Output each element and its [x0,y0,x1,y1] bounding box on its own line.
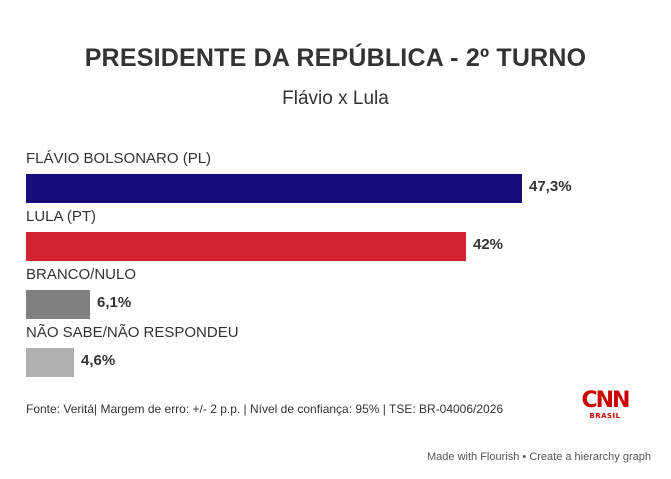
chart-subtitle: Flávio x Lula [282,88,389,109]
category-label: NÃO SABE/NÃO RESPONDEU [26,324,239,341]
bar [26,174,522,203]
bar [26,290,90,319]
bar-row: LULA (PT) 42% [26,208,646,261]
cnn-logo-subtext: BRASIL [589,412,621,420]
chart-title: PRESIDENTE DA REPÚBLICA - 2º TURNO [84,44,587,72]
value-label: 42% [473,236,504,253]
category-label: FLÁVIO BOLSONARO (PL) [26,150,212,167]
flourish-credit: Made with Flourish • Create a hierarchy … [427,451,651,463]
create-hierarchy-graph-link[interactable]: Create a hierarchy graph [529,451,651,463]
value-label: 6,1% [97,294,132,311]
bar-row: FLÁVIO BOLSONARO (PL) 47,3% [26,150,646,203]
bar-row: BRANCO/NULO 6,1% [26,266,646,319]
category-label: BRANCO/NULO [26,266,137,283]
value-label: 47,3% [529,178,572,195]
made-with-flourish-link[interactable]: Made with Flourish [427,451,520,463]
bar [26,348,74,377]
bar-chart: FLÁVIO BOLSONARO (PL) 47,3% LULA (PT) 42% BR… [26,150,646,380]
category-label: LULA (PT) [26,208,97,225]
bar-row: NÃO SABE/NÃO RESPONDEU 4,6% [26,324,646,377]
bar [26,232,466,261]
cnn-brasil-logo: CNN BRASIL [580,388,631,424]
source-note: Fonte: Veritá| Margem de erro: +/- 2 p.p… [26,402,504,416]
value-label: 4,6% [81,352,116,369]
credit-separator: • [522,451,527,463]
cnn-logo-text: CNN [581,388,631,413]
